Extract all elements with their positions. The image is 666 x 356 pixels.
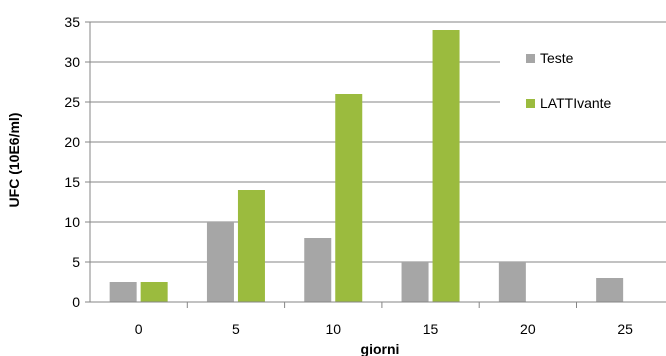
- x-axis-title: giorni: [361, 341, 400, 356]
- y-tick-label-3: 15: [64, 174, 80, 190]
- y-tick-label-7: 35: [64, 14, 80, 30]
- bar-teste-0: [109, 282, 137, 302]
- x-tick-labels: 0 5 10 15 20 25: [135, 321, 633, 337]
- y-tick-label-1: 5: [72, 254, 80, 270]
- bar-lattivante-15: [432, 30, 460, 302]
- legend: Teste LATTIvante: [500, 42, 666, 122]
- x-tick-label-20: 20: [520, 321, 536, 337]
- y-tick-label-6: 30: [64, 54, 80, 70]
- legend-swatch-lattivante: [526, 99, 535, 108]
- x-tick-label-25: 25: [617, 321, 633, 337]
- y-tick-label-2: 10: [64, 214, 80, 230]
- bar-teste-5: [206, 222, 234, 302]
- legend-label-teste: Teste: [540, 50, 574, 66]
- y-tick-label-0: 0: [72, 294, 80, 310]
- bar-lattivante-0: [140, 282, 168, 302]
- bar-teste-10: [304, 238, 332, 302]
- y-tick-label-5: 25: [64, 94, 80, 110]
- legend-swatch-teste: [526, 54, 535, 63]
- y-tick-label-4: 20: [64, 134, 80, 150]
- x-tick-label-15: 15: [423, 321, 439, 337]
- x-tick-label-0: 0: [135, 321, 143, 337]
- bar-lattivante-10: [335, 94, 363, 302]
- x-tick-label-5: 5: [232, 321, 240, 337]
- legend-label-lattivante: LATTIvante: [540, 95, 612, 111]
- bars: [109, 30, 624, 302]
- x-tick-label-10: 10: [325, 321, 341, 337]
- y-tick-labels: 0 5 10 15 20 25 30 35: [64, 14, 80, 310]
- bar-teste-15: [401, 262, 429, 302]
- bar-teste-20: [498, 262, 526, 302]
- axes: [89, 22, 666, 308]
- bar-lattivante-5: [237, 190, 265, 302]
- bar-teste-25: [596, 278, 624, 302]
- y-axis-title: UFC (10E6/ml): [6, 113, 22, 208]
